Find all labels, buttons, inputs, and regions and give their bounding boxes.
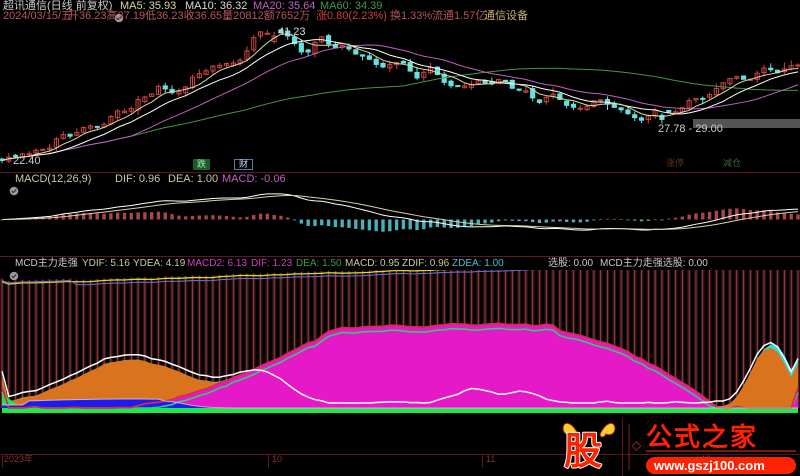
- svg-text:公式之家: 公式之家: [646, 422, 758, 452]
- svg-text:www.gszj100.com: www.gszj100.com: [653, 458, 765, 473]
- svg-text:股: 股: [564, 431, 602, 473]
